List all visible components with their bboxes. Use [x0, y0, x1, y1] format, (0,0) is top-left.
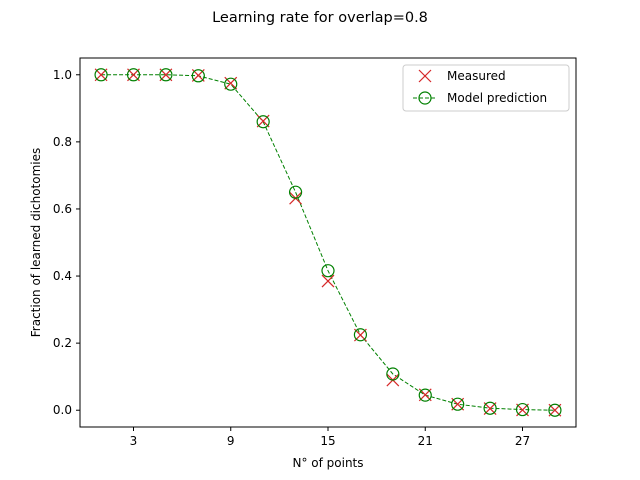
point-model-prediction	[386, 367, 400, 381]
plot-frame	[79, 57, 577, 428]
point-model-prediction	[353, 328, 368, 342]
legend-marker	[418, 91, 432, 105]
point-model-prediction	[451, 397, 465, 411]
point-model-prediction	[94, 68, 108, 82]
legend-marker	[418, 69, 432, 83]
point-model-prediction	[224, 77, 238, 91]
x-axis: 3 9 15 21 27	[130, 427, 530, 448]
plot-area	[94, 68, 562, 417]
point-model-prediction	[483, 401, 497, 415]
legend: Measured Model prediction	[402, 64, 570, 112]
y-tick-label: 0.2	[53, 336, 72, 350]
x-tick-label: 21	[418, 434, 433, 448]
x-axis-label: N° of points	[292, 456, 363, 470]
chart-title: Learning rate for overlap=0.8	[212, 10, 428, 26]
point-model-prediction	[515, 402, 530, 417]
point-model-prediction	[126, 68, 141, 82]
point-model-prediction	[321, 264, 335, 278]
x-tick-label: 15	[320, 434, 335, 448]
y-tick-label: 0.6	[53, 202, 72, 216]
point-model-prediction	[256, 115, 270, 129]
point-model-prediction	[418, 388, 432, 402]
y-tick-label: 0.4	[53, 269, 72, 283]
legend-frame	[402, 64, 570, 112]
legend-label: Measured	[447, 69, 506, 83]
point-measured	[321, 274, 335, 288]
series-line-model-prediction	[101, 74, 555, 411]
x-tick-label: 3	[130, 434, 138, 448]
y-axis: 0.0 0.2 0.4 0.6 0.8 1.0	[53, 68, 80, 417]
x-tick-label: 9	[227, 434, 235, 448]
legend-item-model-prediction: Model prediction	[413, 91, 547, 105]
point-model-prediction	[288, 185, 303, 199]
legend-item-measured: Measured	[418, 69, 506, 83]
point-model-prediction	[191, 69, 205, 83]
point-model-prediction	[548, 403, 562, 417]
y-tick-label: 0.8	[53, 135, 72, 149]
legend-label: Model prediction	[447, 91, 547, 105]
x-tick-label: 27	[515, 434, 530, 448]
y-axis-label: Fraction of learned dichotomies	[29, 148, 43, 338]
point-model-prediction	[159, 68, 173, 82]
y-tick-label: 1.0	[53, 68, 72, 82]
y-tick-label: 0.0	[53, 403, 72, 417]
